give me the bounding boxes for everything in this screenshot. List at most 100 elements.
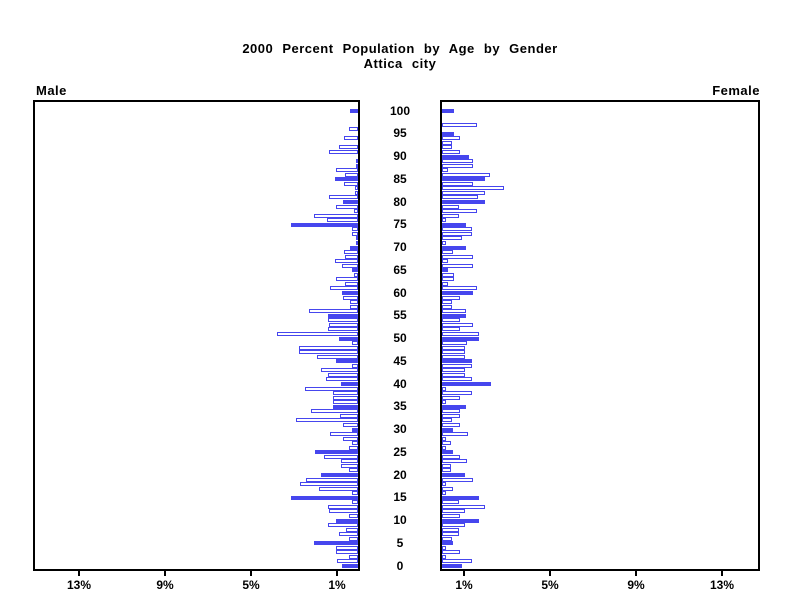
- male-bar-age-52: [328, 327, 358, 331]
- age-tick-label-60: 60: [393, 286, 407, 300]
- female-bar-age-61: [442, 286, 477, 290]
- male-bar-age-68: [345, 255, 358, 259]
- male-bar-age-27: [352, 441, 358, 445]
- female-bar-age-93: [442, 141, 452, 145]
- female-bar-age-85: [442, 177, 485, 181]
- female-bar-age-68: [442, 255, 473, 259]
- male-bar-age-73: [352, 232, 358, 236]
- female-bar-age-24: [442, 455, 460, 459]
- male-bar-age-17: [319, 487, 358, 491]
- female-bar-age-22: [442, 464, 451, 468]
- female-bar-age-31: [442, 423, 460, 427]
- male-bar-age-80: [343, 200, 358, 204]
- female-bar-age-6: [442, 537, 452, 541]
- male-bar-age-8: [346, 528, 358, 532]
- age-tick-label-45: 45: [393, 354, 407, 368]
- age-tick-label-65: 65: [393, 263, 407, 277]
- male-bar-age-56: [309, 309, 358, 313]
- female-bar-age-84: [442, 182, 473, 186]
- male-bar-age-88: [356, 164, 358, 168]
- female-plot-area: [440, 100, 760, 571]
- age-tick-label-55: 55: [393, 308, 407, 322]
- age-tick-label-70: 70: [393, 240, 407, 254]
- female-bar-age-82: [442, 191, 485, 195]
- female-bar-age-32: [442, 418, 452, 422]
- female-bar-age-48: [442, 346, 465, 350]
- female-bar-age-78: [442, 209, 477, 213]
- female-bar-age-80: [442, 200, 485, 204]
- female-bar-age-43: [442, 368, 465, 372]
- male-bar-age-55: [328, 314, 358, 318]
- female-bar-age-21: [442, 468, 451, 472]
- male-bar-age-32: [296, 418, 358, 422]
- age-tick-label-35: 35: [393, 399, 407, 413]
- male-bar-age-9: [328, 523, 358, 527]
- male-bar-age-30: [352, 428, 358, 432]
- female-bar-age-62: [442, 282, 448, 286]
- male-bar-age-53: [329, 323, 358, 327]
- male-bar-age-4: [336, 546, 358, 550]
- female-axis-tick-13: [721, 571, 723, 576]
- female-bar-age-74: [442, 227, 472, 231]
- female-bar-age-25: [442, 450, 453, 454]
- male-bar-age-46: [317, 355, 358, 359]
- female-axis-header: Female: [712, 83, 760, 98]
- female-bar-age-39: [442, 387, 446, 391]
- male-bar-age-64: [354, 273, 358, 277]
- female-bar-age-12: [442, 509, 465, 513]
- male-axis-tick-label-1: 1%: [328, 578, 346, 592]
- female-bar-age-63: [442, 277, 454, 281]
- male-bar-age-14: [352, 500, 358, 504]
- male-bar-age-23: [341, 459, 358, 463]
- male-bar-age-12: [329, 509, 358, 513]
- male-bar-age-1: [337, 559, 358, 563]
- male-bar-age-13: [328, 505, 358, 509]
- male-bar-age-40: [341, 382, 358, 386]
- female-bar-age-7: [442, 532, 459, 536]
- female-bar-age-36: [442, 400, 446, 404]
- female-bar-age-40: [442, 382, 491, 386]
- age-tick-label-30: 30: [393, 422, 407, 436]
- female-bar-age-64: [442, 273, 454, 277]
- male-bar-age-54: [328, 318, 358, 322]
- age-tick-label-90: 90: [393, 149, 407, 163]
- female-bar-age-83: [442, 186, 504, 190]
- male-bar-age-24: [324, 455, 358, 459]
- male-bar-age-31: [343, 423, 358, 427]
- age-tick-label-40: 40: [393, 377, 407, 391]
- female-bar-age-0: [442, 564, 462, 568]
- female-bar-age-45: [442, 359, 472, 363]
- female-bar-age-37: [442, 396, 460, 400]
- male-bar-age-74: [352, 227, 358, 231]
- male-bar-age-5: [314, 541, 358, 545]
- male-bar-age-7: [339, 532, 358, 536]
- female-bar-age-49: [442, 341, 467, 345]
- male-bar-age-3: [336, 550, 358, 554]
- male-bar-age-28: [343, 437, 358, 441]
- female-bar-age-27: [442, 441, 451, 445]
- male-bar-age-36: [333, 400, 358, 404]
- male-bar-age-26: [349, 446, 358, 450]
- female-bar-age-77: [442, 214, 459, 218]
- male-bar-age-84: [344, 182, 358, 186]
- female-bar-age-47: [442, 350, 465, 354]
- age-tick-label-80: 80: [393, 195, 407, 209]
- male-bar-age-71: [356, 241, 358, 245]
- male-bar-age-47: [299, 350, 358, 354]
- male-bar-age-39: [305, 387, 358, 391]
- male-bar-age-91: [329, 150, 358, 154]
- female-bar-age-9: [442, 523, 465, 527]
- male-bar-age-58: [350, 300, 358, 304]
- male-bar-age-20: [321, 473, 358, 477]
- female-bar-age-87: [442, 168, 448, 172]
- female-bar-age-71: [442, 241, 446, 245]
- male-bar-age-11: [349, 514, 358, 518]
- female-bar-age-17: [442, 487, 453, 491]
- age-tick-label-20: 20: [393, 468, 407, 482]
- male-bar-age-19: [306, 478, 358, 482]
- female-bar-age-2: [442, 555, 446, 559]
- female-bar-age-66: [442, 264, 473, 268]
- male-bar-age-63: [336, 277, 358, 281]
- female-bar-age-75: [442, 223, 466, 227]
- female-bar-age-44: [442, 364, 472, 368]
